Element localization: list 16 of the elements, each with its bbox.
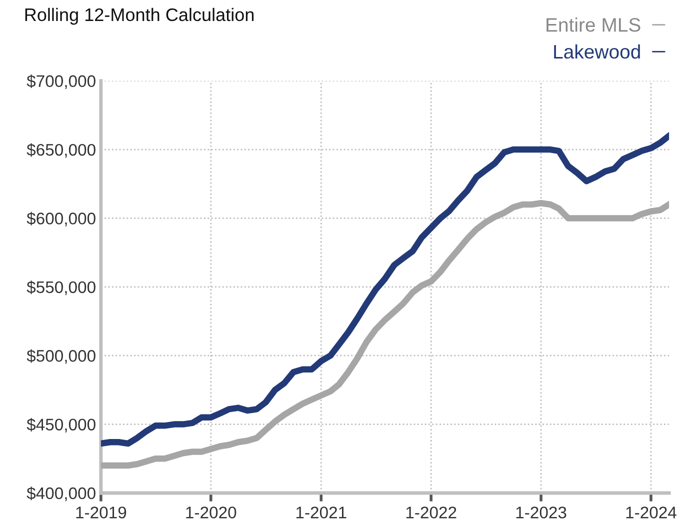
y-tick-label: $600,000 <box>26 212 96 226</box>
legend-label: Lakewood <box>554 44 640 59</box>
x-tick-label: 1-2019 <box>76 506 126 518</box>
y-tick-label: $450,000 <box>26 418 96 432</box>
x-tick-label: 1-2024 <box>626 506 676 518</box>
x-tick-label: 1-2023 <box>516 506 566 518</box>
y-tick-label: $550,000 <box>26 280 96 296</box>
x-tick-label: 1-2020 <box>186 506 236 518</box>
y-tick-label: $700,000 <box>26 74 96 90</box>
x-tick-label: 1-2021 <box>296 506 346 518</box>
y-tick-label: $650,000 <box>26 143 96 158</box>
chart-title: Rolling 12-Month Calculation <box>25 8 254 25</box>
x-tick-label: 1-2022 <box>406 506 456 518</box>
y-tick-label: $500,000 <box>26 349 96 364</box>
legend-label: Entire MLS <box>546 18 640 32</box>
y-tick-label: $400,000 <box>26 486 96 502</box>
